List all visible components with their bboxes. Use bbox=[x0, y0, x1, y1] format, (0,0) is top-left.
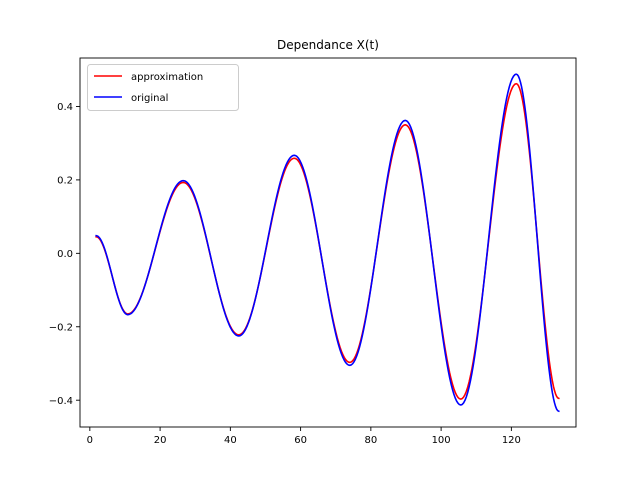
y-tick-label: 0.2 bbox=[57, 175, 73, 186]
y-tick-label: 0.0 bbox=[57, 249, 73, 260]
x-tick-label: 100 bbox=[432, 435, 451, 446]
x-tick-label: 0 bbox=[87, 435, 93, 446]
x-tick-label: 20 bbox=[154, 435, 167, 446]
series-line-original bbox=[95, 73, 560, 413]
axes: 0 20 40 60 80 100 120 −0.4 −0.2 0.0 0.2 0.4 bbox=[49, 57, 577, 446]
legend-label-approximation: approximation bbox=[131, 72, 203, 83]
x-tick-label: 60 bbox=[294, 435, 307, 446]
legend-box bbox=[87, 64, 239, 111]
legend: approximation original bbox=[87, 64, 239, 111]
y-tick-label: 0.4 bbox=[57, 102, 73, 113]
x-tick-label: 80 bbox=[364, 435, 377, 446]
x-tick-label: 40 bbox=[224, 435, 237, 446]
y-tick-label: −0.4 bbox=[49, 396, 73, 407]
legend-label-original: original bbox=[131, 93, 168, 104]
chart-title: Dependance X(t) bbox=[277, 38, 379, 52]
x-tick-label: 120 bbox=[502, 435, 521, 446]
axes-frame bbox=[79, 57, 577, 428]
plot-area bbox=[95, 73, 560, 413]
y-tick-label: −0.2 bbox=[49, 322, 73, 333]
